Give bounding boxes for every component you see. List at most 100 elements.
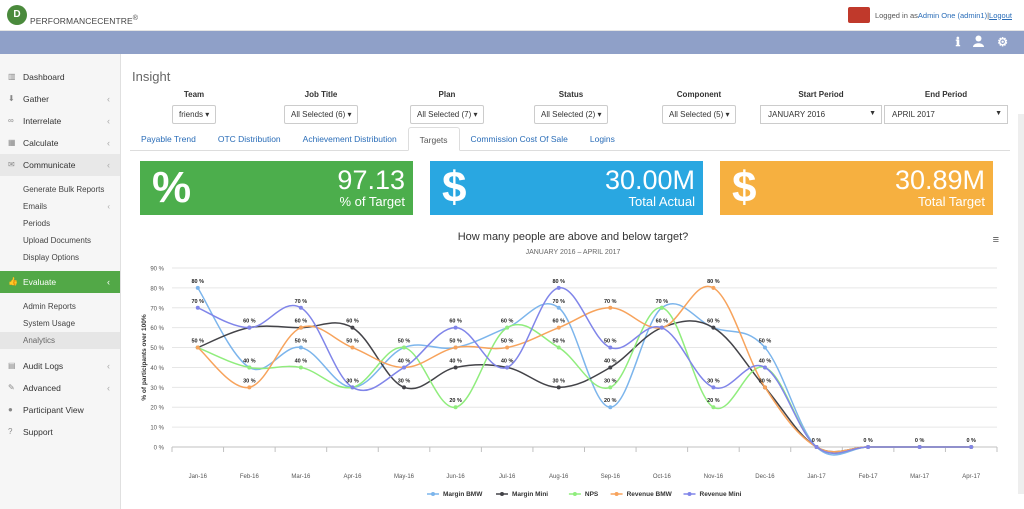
data-point [762, 365, 767, 370]
filter-end-period: End Period APRIL 2017 ▼ [884, 90, 1008, 124]
sidebar-item-label: Communicate [23, 160, 76, 170]
data-point [195, 305, 200, 310]
filter-label: Job Title [304, 90, 338, 99]
data-point [453, 345, 458, 350]
series-line-nps [197, 307, 972, 455]
component-dropdown[interactable]: All Selected (5) ▾ [662, 105, 737, 124]
start-period-select[interactable]: JANUARY 2016 ▼ [760, 105, 882, 124]
tab-targets[interactable]: Targets [407, 127, 460, 151]
x-tick-label: Jan-17 [807, 474, 826, 480]
status-dropdown[interactable]: All Selected (2) ▾ [534, 105, 609, 124]
x-tick-label: Oct-16 [653, 474, 672, 480]
data-label: 60 % [552, 319, 565, 325]
data-label: 50 % [501, 339, 514, 345]
sidebar-sub-upload-documents[interactable]: Upload Documents [23, 236, 92, 245]
legend-item[interactable]: Revenue BMW [610, 491, 673, 498]
data-label: 30 % [398, 378, 411, 384]
sidebar-item-participant-view[interactable]: ● Participant View [0, 399, 120, 421]
sidebar-item-communicate[interactable]: ✉ Communicate ‹ [0, 154, 120, 176]
sidebar-item-dashboard[interactable]: ▥ Dashboard [0, 66, 120, 88]
data-point [608, 345, 613, 350]
filter-label: Plan [438, 90, 456, 99]
data-point [505, 345, 510, 350]
sidebar-sub-emails[interactable]: Emails ‹ [0, 198, 120, 215]
kpi-label: Total Actual [628, 194, 696, 209]
data-label: 60 % [449, 319, 462, 325]
data-label: 60 % [656, 319, 669, 325]
plan-dropdown[interactable]: All Selected (7) ▾ [410, 105, 485, 124]
brand-name-text: PERFORMANCECENTRE [30, 15, 133, 26]
sidebar-sub-periods[interactable]: Periods [23, 219, 51, 228]
sidebar-item-advanced[interactable]: ✎ Advanced ‹ [0, 377, 120, 399]
sidebar-item-calculate[interactable]: ▦ Calculate ‹ [0, 132, 120, 154]
kpi-label: % of Target [339, 194, 405, 209]
dollar-icon: $ [732, 163, 757, 212]
sidebar-item-label: Calculate [23, 138, 59, 148]
logo[interactable]: D PERFORMANCECENTRE® [7, 5, 138, 26]
sidebar-item-audit-logs[interactable]: ▤ Audit Logs ‹ [0, 355, 120, 377]
data-label: 50 % [398, 339, 411, 345]
data-label: 70 % [192, 299, 205, 305]
sidebar-item-interrelate[interactable]: ∞ Interrelate ‹ [0, 110, 120, 132]
filter-label: Team [183, 90, 205, 99]
filter-label: Component [676, 90, 722, 99]
data-point [866, 445, 871, 449]
tab-logins[interactable]: Logins [589, 134, 615, 144]
legend-item[interactable]: NPS [568, 491, 599, 498]
x-tick-label: Mar-17 [910, 474, 930, 480]
kpi-value: 30.00M [604, 165, 695, 195]
job-title-dropdown[interactable]: All Selected (6) ▾ [284, 105, 359, 124]
legend-item[interactable]: Margin Mini [496, 491, 548, 498]
legend-item[interactable]: Revenue Mini [683, 491, 742, 498]
info-icon[interactable]: ℹ [955, 35, 961, 49]
sidebar-item-support[interactable]: ? Support [0, 421, 120, 443]
logout-link[interactable]: Logout [989, 10, 1012, 20]
y-axis-label: % of participants over 100% [141, 314, 148, 401]
page-title: Insight [132, 69, 171, 84]
sidebar-item-label: Advanced [23, 383, 61, 393]
tab-payable-trend[interactable]: Payable Trend [141, 134, 196, 144]
tab-commission-cost-of-sale[interactable]: Commission Cost Of Sale [470, 134, 568, 144]
sidebar-sub-admin-reports[interactable]: Admin Reports [23, 302, 76, 311]
filter-plan: Plan All Selected (7) ▾ [410, 90, 485, 124]
sidebar-sub-system-usage[interactable]: System Usage [23, 319, 76, 328]
data-label: 20 % [604, 398, 617, 404]
data-point [247, 385, 252, 390]
settings-icon[interactable]: ⚙ [997, 35, 1008, 49]
legend-item[interactable]: Margin BMW [427, 491, 483, 498]
chevron-left-icon: ‹ [107, 277, 110, 287]
kpi-percent-of-target: % 97.13 % of Target [140, 161, 413, 215]
data-label: 30 % [552, 378, 565, 384]
data-label: 60 % [295, 319, 308, 325]
data-point [298, 345, 303, 350]
user-icon[interactable] [973, 35, 985, 50]
data-point [298, 365, 303, 370]
main-content: Insight Team friends ▾ Job Title All Sel… [122, 54, 1024, 509]
scrollbar[interactable] [1018, 114, 1024, 494]
legend-label: NPS [585, 491, 599, 498]
team-dropdown[interactable]: friends ▾ [172, 105, 217, 124]
chart-menu-icon[interactable]: ≡ [992, 234, 999, 246]
data-point [505, 365, 510, 370]
x-tick-label: May-16 [394, 474, 415, 480]
data-label: 40 % [604, 358, 617, 364]
kpi-value: 97.13 [337, 165, 405, 195]
data-point [711, 405, 716, 410]
user-name-link[interactable]: Admin One (admin1) [917, 10, 988, 20]
end-period-select[interactable]: APRIL 2017 ▼ [884, 105, 1008, 124]
data-point [608, 305, 613, 310]
data-label: 40 % [501, 358, 514, 364]
sidebar-sub-generate-bulk-reports[interactable]: Generate Bulk Reports [23, 185, 105, 194]
tab-achievement-distribution[interactable]: Achievement Distribution [302, 134, 397, 144]
data-point [814, 445, 819, 449]
filter-team: Team friends ▾ [172, 90, 217, 124]
sidebar-item-gather[interactable]: ⬇ Gather ‹ [0, 88, 120, 110]
tab-otc-distribution[interactable]: OTC Distribution [217, 134, 281, 144]
kpi-total-actual: $ 30.00M Total Actual [430, 161, 703, 215]
sidebar-item-evaluate[interactable]: 👍 Evaluate ‹ [0, 271, 120, 293]
nav-bar: ℹ ⚙ [0, 31, 1024, 54]
user-info: Logged in as Admin One (admin1) | Logout [847, 7, 1012, 23]
legend-label: Margin Mini [512, 491, 548, 498]
sidebar-sub-analytics[interactable]: Analytics [0, 332, 120, 349]
sidebar-sub-display-options[interactable]: Display Options [23, 253, 80, 262]
